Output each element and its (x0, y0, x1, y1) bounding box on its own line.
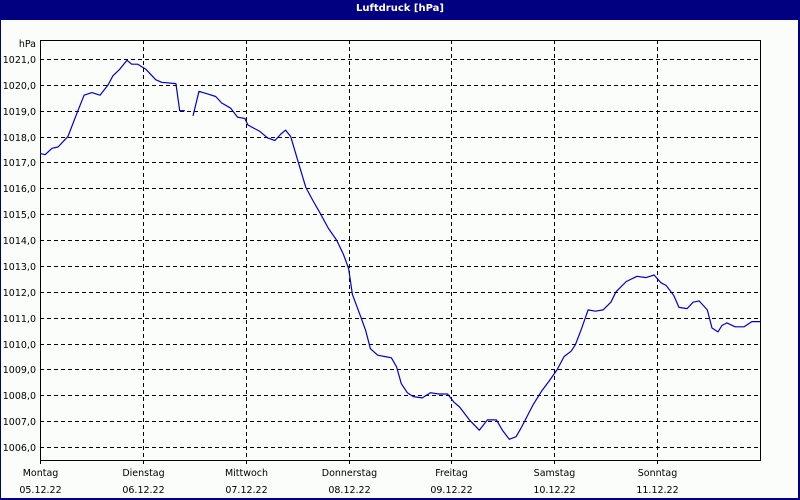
x-day-label: Sonntag (638, 468, 677, 479)
y-tick-label: 1017,0 (3, 158, 36, 169)
y-tick-label: 1021,0 (3, 55, 36, 66)
pressure-line (39, 59, 185, 156)
grid (40, 40, 760, 460)
y-tick-label: 1016,0 (3, 184, 36, 195)
y-tick-label: 1013,0 (3, 262, 36, 273)
y-tick-label: 1012,0 (3, 288, 36, 299)
x-date-label: 07.12.22 (225, 485, 267, 496)
y-tick-label: 1008,0 (3, 391, 36, 402)
x-day-label: Donnerstag (322, 468, 377, 479)
x-date-label: 09.12.22 (430, 485, 472, 496)
pressure-line (192, 90, 760, 440)
x-date-label: 08.12.22 (328, 485, 370, 496)
chart-client-area: 1006,0 1007,0 1008,0 1009,0 1010,0 1011,0 1012… (1, 20, 798, 498)
y-axis-unit-label: hPa (19, 39, 36, 50)
plot-frame (40, 40, 761, 461)
y-tick-label: 1010,0 (3, 340, 36, 351)
y-tick-label: 1011,0 (3, 314, 36, 325)
x-day-label: Samstag (534, 468, 576, 479)
y-tick-label: 1019,0 (3, 107, 36, 118)
window-title: Luftdruck [hPa] (356, 3, 444, 14)
y-tick-label: 1006,0 (3, 443, 36, 454)
x-date-label: 06.12.22 (122, 485, 164, 496)
y-tick-label: 1009,0 (3, 365, 36, 376)
y-tick-label: 1018,0 (3, 133, 36, 144)
x-day-label: Dienstag (122, 468, 164, 479)
y-tick-label: 1020,0 (3, 81, 36, 92)
x-day-label: Mittwoch (225, 468, 268, 479)
x-day-label: Freitag (435, 468, 468, 479)
pressure-line-chart: 1006,0 1007,0 1008,0 1009,0 1010,0 1011,0 1012… (3, 39, 761, 496)
y-tick-label: 1007,0 (3, 417, 36, 428)
x-date-label: 11.12.22 (636, 485, 678, 496)
x-date-label: 05.12.22 (19, 485, 61, 496)
y-tick-label: 1014,0 (3, 236, 36, 247)
x-date-label: 10.12.22 (533, 485, 575, 496)
x-day-label: Montag (23, 468, 59, 479)
y-tick-label: 1015,0 (3, 210, 36, 221)
